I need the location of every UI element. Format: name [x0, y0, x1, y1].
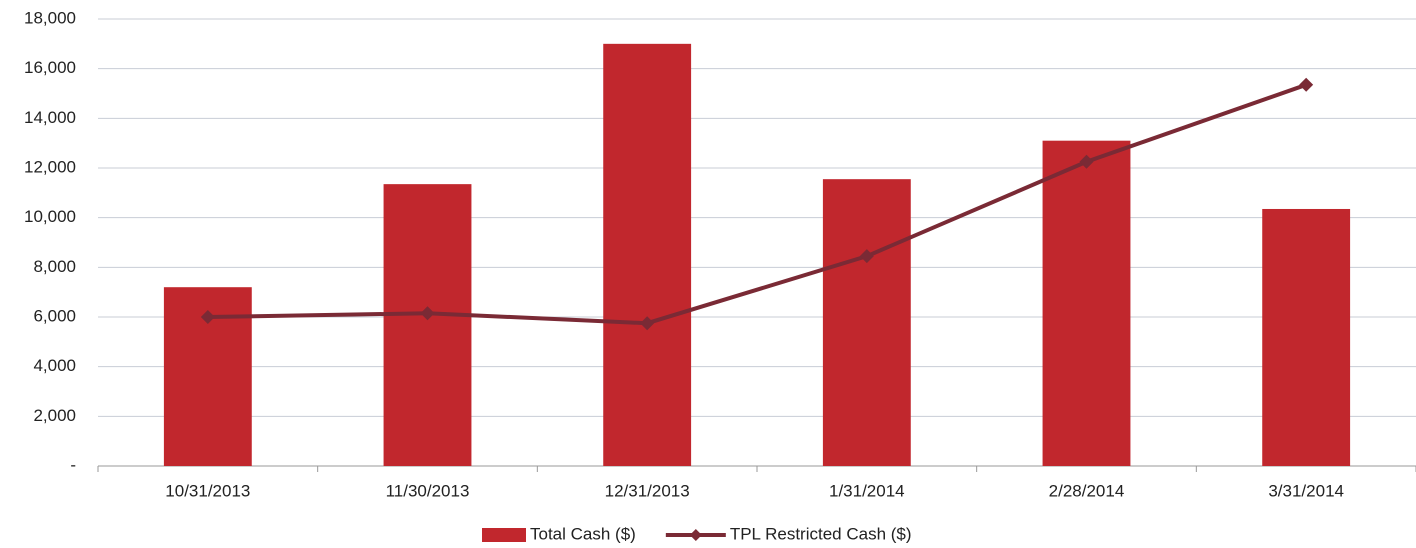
bar	[822, 179, 911, 467]
x-tick-label: 12/31/2013	[605, 481, 690, 500]
y-tick-label: 14,000	[24, 108, 76, 127]
line	[207, 82, 1307, 326]
line-marker	[1299, 77, 1314, 92]
line-marker	[1079, 154, 1094, 169]
x-tick-label: 11/30/2013	[386, 481, 470, 500]
y-tick-label: 18,000	[24, 8, 76, 27]
x-tick-label: 1/31/2014	[829, 481, 905, 500]
y-tick-label: 8,000	[33, 257, 76, 276]
y-tick-label: 12,000	[24, 157, 76, 176]
legend-swatch-marker	[689, 529, 702, 541]
bar	[1262, 208, 1351, 466]
line-marker	[420, 306, 435, 321]
legend-label: Total Cash ($)	[530, 524, 636, 543]
y-tick-label: 4,000	[33, 356, 76, 375]
bar	[383, 184, 472, 466]
line-marker	[640, 316, 655, 331]
y-tick-label: -	[70, 455, 76, 474]
x-tick-label: 10/31/2013	[165, 481, 250, 500]
bar	[1042, 140, 1131, 466]
line-marker	[859, 249, 874, 264]
x-tick-label: 2/28/2014	[1049, 481, 1125, 500]
y-tick-label: 16,000	[24, 58, 76, 77]
legend-label: TPL Restricted Cash ($)	[730, 524, 912, 543]
line-marker	[200, 310, 215, 324]
legend-swatch	[482, 528, 526, 542]
bar	[603, 43, 692, 466]
y-tick-label: 10,000	[24, 207, 76, 226]
y-tick-label: 2,000	[33, 406, 76, 425]
x-tick-label: 3/31/2014	[1268, 481, 1344, 500]
y-tick-label: 6,000	[33, 306, 76, 325]
